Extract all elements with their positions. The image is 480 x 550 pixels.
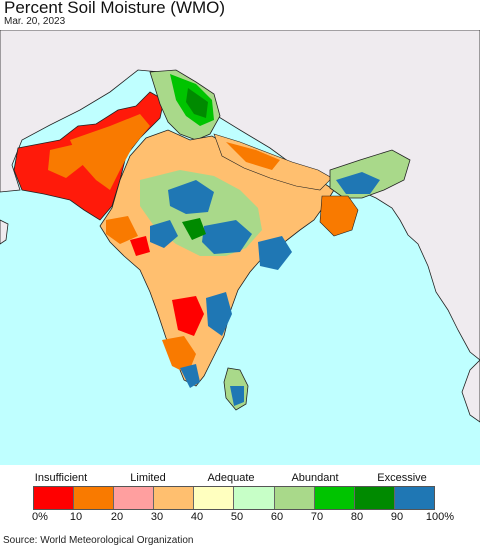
region-red-1 xyxy=(172,296,204,336)
legend-category-adequate: Adequate xyxy=(207,472,255,484)
legend-color-bar xyxy=(33,486,435,510)
region-central-darkgreen xyxy=(182,218,206,240)
legend-swatch xyxy=(354,487,395,509)
arabia-land xyxy=(0,219,9,245)
region-kashmir-dark xyxy=(186,88,208,118)
region-sri-lanka-blue xyxy=(230,386,244,406)
legend-swatch xyxy=(154,487,195,509)
legend: Insufficient Limited Adequate Abundant E… xyxy=(0,465,480,535)
legend-swatch xyxy=(194,487,235,509)
map-area xyxy=(0,30,480,465)
legend-tick: 50 xyxy=(230,511,244,523)
region-east-blue xyxy=(258,236,292,270)
map-header: Percent Soil Moisture (WMO) Mar. 20, 202… xyxy=(0,0,480,30)
legend-tick: 10 xyxy=(69,511,83,523)
legend-tick: 90 xyxy=(390,511,404,523)
legend-swatch xyxy=(74,487,115,509)
map-title: Percent Soil Moisture (WMO) xyxy=(4,0,226,17)
legend-swatch xyxy=(274,487,315,509)
soil-moisture-map xyxy=(0,30,480,465)
legend-swatch xyxy=(234,487,275,509)
region-southcentral-blue xyxy=(206,292,232,336)
region-northeast-blue xyxy=(336,172,380,194)
region-bangladesh xyxy=(319,195,359,237)
legend-tick: 40 xyxy=(190,511,204,523)
legend-swatch xyxy=(314,487,355,509)
region-orange-south xyxy=(162,336,196,374)
legend-category-excessive: Excessive xyxy=(377,472,427,484)
source-credit: Source: World Meteorological Organizatio… xyxy=(3,535,194,546)
legend-tick: 100% xyxy=(425,511,455,523)
legend-swatch xyxy=(394,487,434,509)
region-central-blue-2 xyxy=(202,220,252,254)
legend-tick: 80 xyxy=(350,511,364,523)
legend-tick: 0% xyxy=(32,511,48,523)
legend-category-insufficient: Insufficient xyxy=(34,472,88,484)
legend-tick: 20 xyxy=(110,511,124,523)
legend-tick: 60 xyxy=(270,511,284,523)
region-south-blue xyxy=(180,364,200,388)
region-nepal-orange xyxy=(226,142,280,170)
legend-tick: 30 xyxy=(150,511,164,523)
legend-swatch xyxy=(34,487,75,509)
region-central-blue-1 xyxy=(168,180,214,214)
legend-category-abundant: Abundant xyxy=(291,472,339,484)
legend-swatch xyxy=(114,487,155,509)
legend-category-limited: Limited xyxy=(130,472,166,484)
region-orange-nw xyxy=(106,216,138,244)
southeast-asia-land xyxy=(461,359,480,423)
region-red-2 xyxy=(130,236,150,256)
region-central-blue-3 xyxy=(150,220,178,248)
legend-tick: 70 xyxy=(310,511,324,523)
region-pakistan-orange-2 xyxy=(48,144,84,178)
region-pakistan-orange xyxy=(70,114,150,190)
map-date: Mar. 20, 2023 xyxy=(4,16,66,27)
